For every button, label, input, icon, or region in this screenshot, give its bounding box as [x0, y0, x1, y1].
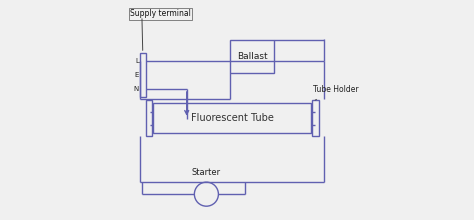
Text: Fluorescent Tube: Fluorescent Tube	[191, 113, 273, 123]
Bar	[312, 100, 319, 136]
Text: L: L	[135, 58, 139, 64]
Text: N: N	[134, 86, 139, 92]
Text: E: E	[135, 72, 139, 78]
Bar	[154, 103, 311, 133]
Text: Supply terminal: Supply terminal	[130, 9, 191, 18]
Bar	[146, 100, 152, 136]
Text: Tube Holder: Tube Holder	[313, 85, 358, 94]
Bar	[140, 53, 146, 97]
Text: Starter: Starter	[192, 168, 221, 177]
Bar	[230, 40, 274, 73]
Text: Ballast: Ballast	[237, 52, 268, 61]
